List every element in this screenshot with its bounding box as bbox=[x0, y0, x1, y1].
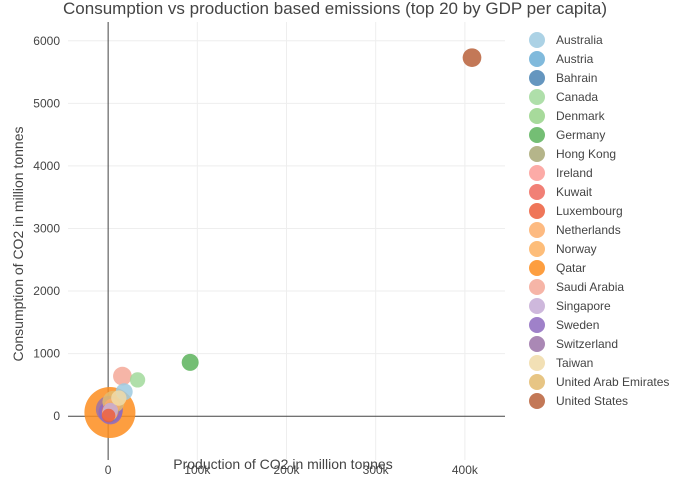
legend-label: Canada bbox=[556, 90, 598, 104]
y-tick-label: 2000 bbox=[33, 284, 60, 298]
legend-marker bbox=[529, 374, 545, 390]
legend-label: Luxembourg bbox=[556, 204, 623, 218]
legend-marker bbox=[529, 184, 545, 200]
x-tick-label: 300k bbox=[363, 463, 390, 477]
y-tick-label: 3000 bbox=[33, 221, 60, 235]
legend-label: Kuwait bbox=[556, 185, 593, 199]
legend-label: United States bbox=[556, 394, 628, 408]
legend-marker bbox=[529, 203, 545, 219]
legend-marker bbox=[529, 317, 545, 333]
legend-label: Saudi Arabia bbox=[556, 280, 624, 294]
legend-label: United Arab Emirates bbox=[556, 375, 669, 389]
legend-label: Ireland bbox=[556, 166, 593, 180]
x-tick-label: 200k bbox=[273, 463, 300, 477]
legend-marker bbox=[529, 298, 545, 314]
x-axis-ticks: 0 100k 200k 300k 400k bbox=[105, 463, 479, 477]
legend-label: Germany bbox=[556, 128, 605, 142]
legend-label: Australia bbox=[556, 33, 603, 47]
y-axis-ticks: 0 1000 2000 3000 4000 5000 6000 bbox=[33, 34, 60, 423]
legend-label: Switzerland bbox=[556, 337, 618, 351]
y-axis-title: Consumption of CO2 in million tonnes bbox=[10, 126, 26, 361]
y-tick-label: 0 bbox=[53, 409, 60, 423]
legend-label: Denmark bbox=[556, 109, 606, 123]
chart-title: Consumption vs production based emission… bbox=[63, 0, 607, 18]
legend-marker bbox=[529, 260, 545, 276]
data-point bbox=[129, 372, 146, 388]
legend-marker bbox=[529, 70, 545, 86]
gridlines bbox=[68, 22, 505, 460]
legend-marker bbox=[529, 355, 545, 371]
data-point bbox=[101, 408, 116, 423]
x-axis-title: Production of CO2 in million tonnes bbox=[173, 456, 392, 472]
legend-label: Bahrain bbox=[556, 71, 597, 85]
x-tick-label: 0 bbox=[105, 463, 112, 477]
x-tick-label: 400k bbox=[452, 463, 479, 477]
data-point bbox=[113, 366, 132, 386]
legend-marker bbox=[529, 393, 545, 409]
x-tick-label: 100k bbox=[184, 463, 211, 477]
legend-marker bbox=[529, 241, 545, 257]
data-points bbox=[84, 48, 482, 438]
y-tick-label: 1000 bbox=[33, 347, 60, 361]
legend-label: Qatar bbox=[556, 261, 586, 275]
legend-marker bbox=[529, 336, 545, 352]
data-point bbox=[462, 48, 482, 68]
legend-label: Taiwan bbox=[556, 356, 593, 370]
y-tick-label: 5000 bbox=[33, 96, 60, 110]
legend-label: Norway bbox=[556, 242, 597, 256]
legend-label: Austria bbox=[556, 52, 594, 66]
legend-marker bbox=[529, 108, 545, 124]
legend-label: Hong Kong bbox=[556, 147, 616, 161]
legend-marker bbox=[529, 165, 545, 181]
y-tick-label: 4000 bbox=[33, 159, 60, 173]
legend-marker bbox=[529, 146, 545, 162]
legend-marker bbox=[529, 51, 545, 67]
legend-marker bbox=[529, 127, 545, 143]
legend-marker bbox=[529, 89, 545, 105]
legend-marker bbox=[529, 279, 545, 295]
zero-lines bbox=[68, 22, 505, 460]
legend-label: Netherlands bbox=[556, 223, 621, 237]
legend[interactable]: Australia Austria Bahrain Canada Denmark Germ… bbox=[529, 32, 669, 409]
data-point bbox=[111, 390, 127, 406]
legend-label: Singapore bbox=[556, 299, 611, 313]
legend-label: Sweden bbox=[556, 318, 599, 332]
legend-marker bbox=[529, 32, 545, 48]
data-point bbox=[181, 353, 199, 371]
y-tick-label: 6000 bbox=[33, 34, 60, 48]
legend-marker bbox=[529, 222, 545, 238]
